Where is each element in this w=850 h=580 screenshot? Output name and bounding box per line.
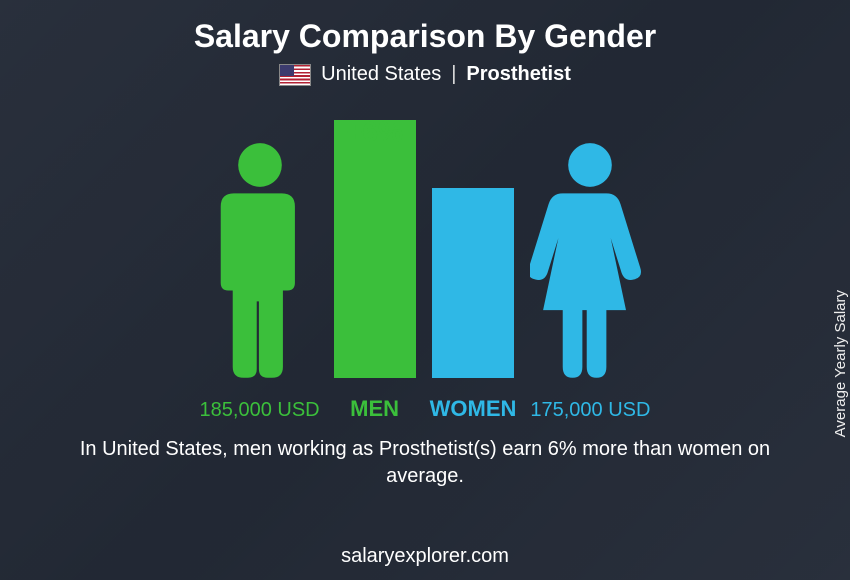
pct-diff-label: +6% xyxy=(334,116,416,148)
women-salary: 175,000 USD xyxy=(530,399,650,422)
men-bar-label: MEN xyxy=(350,396,399,422)
women-bar xyxy=(432,188,514,378)
women-bar-column: WOMEN xyxy=(430,188,517,422)
infographic-container: Salary Comparison By Gender United State… xyxy=(0,0,850,580)
woman-icon xyxy=(530,141,650,381)
men-bar xyxy=(334,120,416,378)
subtitle-row: United States | Prosthetist xyxy=(279,63,571,86)
men-salary: 185,000 USD xyxy=(200,399,320,422)
job-label: Prosthetist xyxy=(466,63,570,86)
us-flag-icon xyxy=(279,64,311,86)
summary-text: In United States, men working as Prosthe… xyxy=(65,436,785,490)
yaxis-label: Average Yearly Salary xyxy=(832,290,849,437)
men-bar-column: +6% MEN xyxy=(334,120,416,422)
page-title: Salary Comparison By Gender xyxy=(194,18,656,55)
women-bar-label: WOMEN xyxy=(430,396,517,422)
men-column: 185,000 USD xyxy=(200,141,320,422)
footer-attribution: salaryexplorer.com xyxy=(0,545,850,568)
country-label: United States xyxy=(321,63,441,86)
chart-area: 185,000 USD +6% MEN WOMEN 175,000 USD xyxy=(200,102,651,422)
women-column: 175,000 USD xyxy=(530,141,650,422)
man-icon xyxy=(205,141,315,381)
subtitle-separator: | xyxy=(451,63,456,86)
